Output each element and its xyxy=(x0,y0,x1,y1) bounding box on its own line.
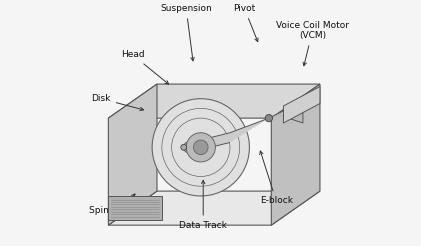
Polygon shape xyxy=(108,191,320,225)
Polygon shape xyxy=(283,87,320,123)
Circle shape xyxy=(194,140,208,155)
Text: Head: Head xyxy=(121,50,168,84)
Text: Disk: Disk xyxy=(91,94,144,111)
Circle shape xyxy=(181,144,187,150)
Circle shape xyxy=(152,99,249,196)
Text: E-block: E-block xyxy=(260,151,293,205)
Text: Suspension: Suspension xyxy=(160,4,212,61)
Polygon shape xyxy=(108,84,320,118)
Circle shape xyxy=(186,133,216,162)
Text: Data Track: Data Track xyxy=(179,180,227,230)
Text: Spindle Motor: Spindle Motor xyxy=(89,194,152,215)
Circle shape xyxy=(265,114,272,122)
Text: Pivot: Pivot xyxy=(233,4,258,42)
Polygon shape xyxy=(269,108,303,123)
Text: Voice Coil Motor
(VCM): Voice Coil Motor (VCM) xyxy=(276,21,349,66)
Polygon shape xyxy=(181,118,269,152)
Polygon shape xyxy=(108,196,162,220)
Polygon shape xyxy=(108,84,157,225)
Polygon shape xyxy=(271,84,320,225)
